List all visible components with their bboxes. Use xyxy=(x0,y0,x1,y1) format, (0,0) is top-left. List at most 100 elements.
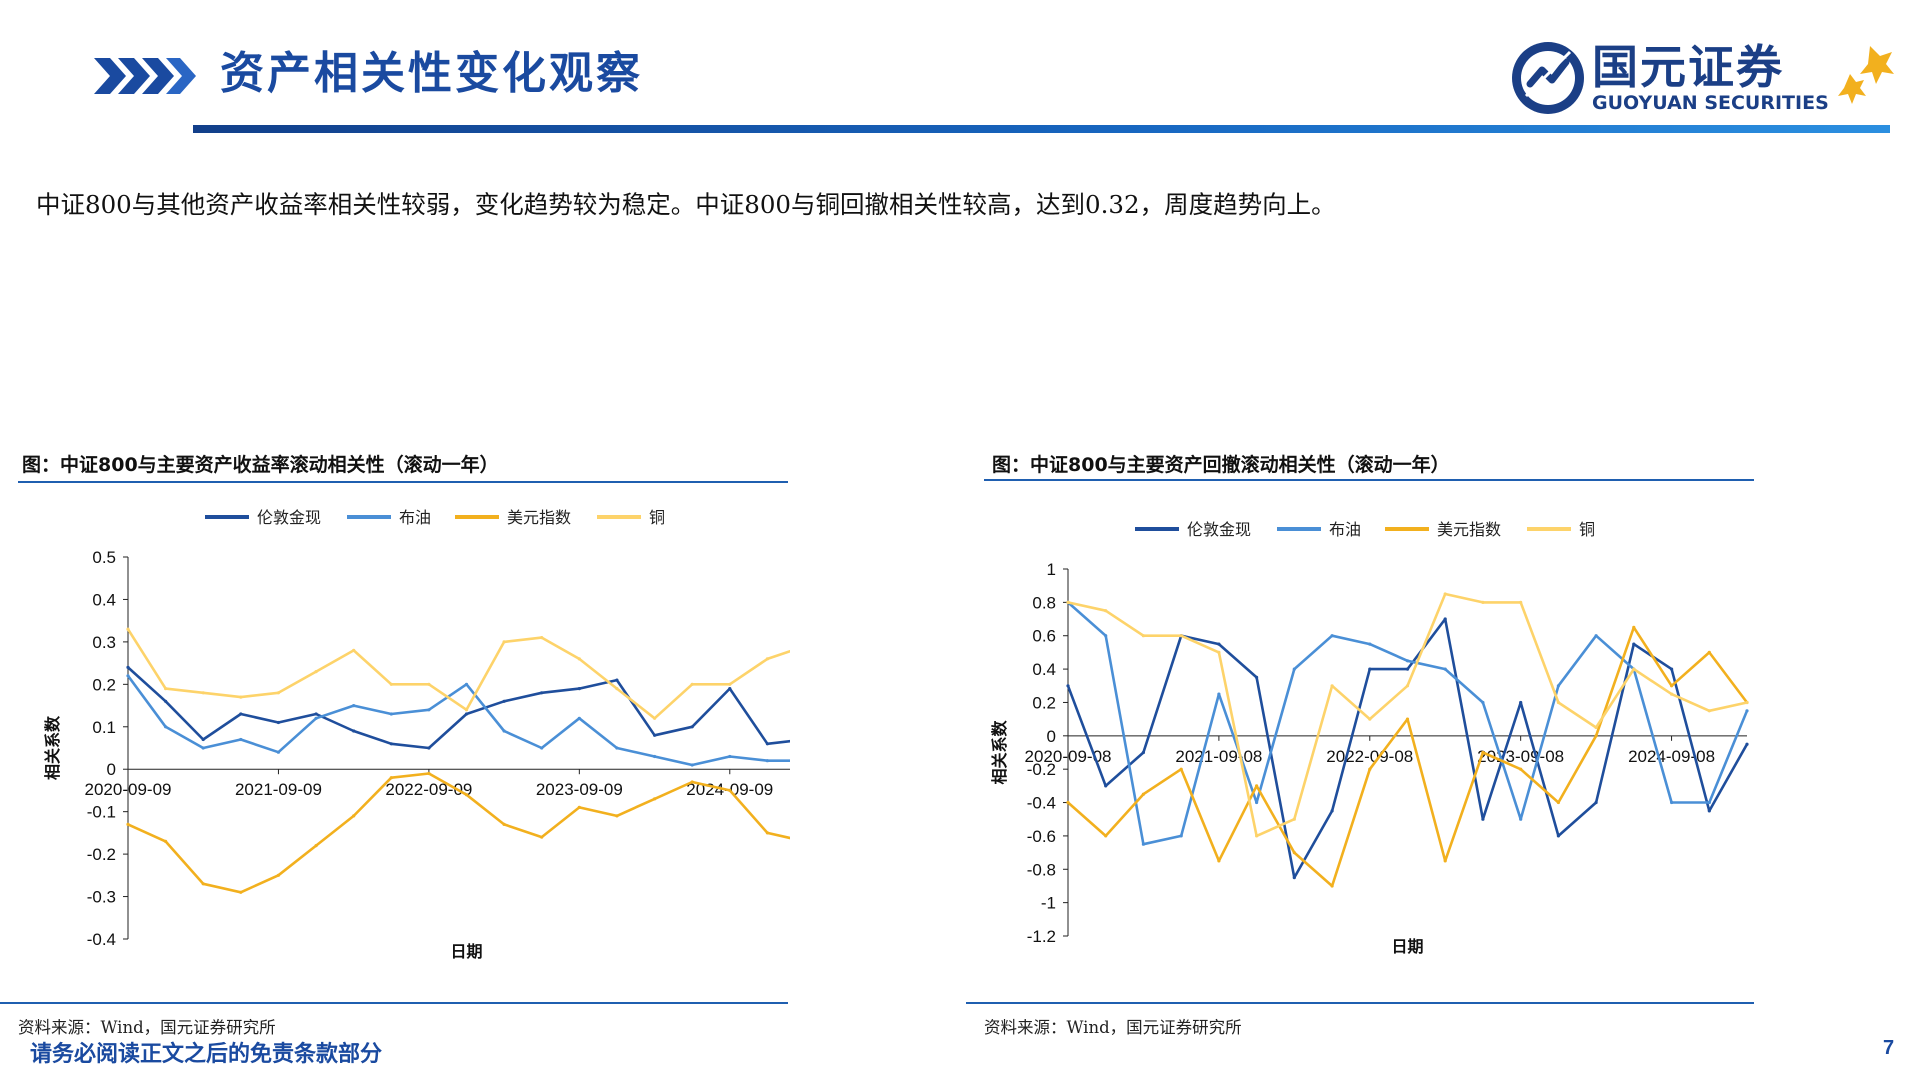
right-chart-top-rule xyxy=(984,479,1754,481)
series-point-4 xyxy=(1368,717,1372,721)
series-point-1 xyxy=(201,737,205,742)
y-tick-label: 0.2 xyxy=(1032,693,1056,712)
y-tick-label: 0.4 xyxy=(1032,660,1056,679)
series-point-4 xyxy=(427,682,431,686)
y-tick-label: -0.4 xyxy=(87,930,116,949)
series-point-1 xyxy=(540,691,544,695)
series-point-2 xyxy=(502,729,506,733)
summary-text: 中证800与其他资产收益率相关性较弱，变化趋势较为稳定。中证800与铜回撤相关性… xyxy=(36,190,1336,219)
series-point-4 xyxy=(464,708,469,712)
series-point-2 xyxy=(1104,634,1108,638)
series-point-3 xyxy=(765,831,770,835)
series-point-3 xyxy=(464,793,469,797)
right-line-chart: 伦敦金现 布油 美元指数 铜 1 0.8 0.6 0.4 0.2 0 -0.2 -0.4 -0.6 -0.… xyxy=(990,520,1749,956)
left-chart-bottom-rule xyxy=(0,1002,788,1004)
y-tick-label: 0 xyxy=(107,760,116,779)
series-line-4 xyxy=(126,627,790,720)
series-point-3 xyxy=(276,873,280,877)
series-point-2 xyxy=(464,682,469,686)
legend-label-4: 铜 xyxy=(1579,520,1595,539)
logo-english-name: GUOYUAN SECURITIES xyxy=(1592,92,1829,114)
series-point-1 xyxy=(1141,750,1145,755)
series-point-4 xyxy=(1632,667,1636,671)
series-point-4 xyxy=(352,648,356,652)
series-line-1 xyxy=(126,666,790,750)
y-axis-title: 相关系数 xyxy=(990,720,1009,785)
series-point-3 xyxy=(653,797,657,801)
x-tick-label: 2023-09-09 xyxy=(536,780,623,799)
series-point-1 xyxy=(389,742,393,746)
series-point-2 xyxy=(1443,667,1447,671)
left-chart-top-rule xyxy=(18,481,788,483)
series-point-1 xyxy=(615,678,619,682)
series-point-4 xyxy=(1179,634,1183,638)
x-tick-label: 2022-09-08 xyxy=(1326,747,1413,766)
series-point-1 xyxy=(314,712,318,716)
series-point-1 xyxy=(239,712,243,716)
y-tick-label: -0.6 xyxy=(1027,827,1056,846)
y-tick-label: 0.5 xyxy=(92,548,116,567)
y-tick-label: 0.6 xyxy=(1032,627,1056,646)
series-point-4 xyxy=(728,682,732,686)
y-tick-label: -0.8 xyxy=(1027,860,1056,879)
series-point-4 xyxy=(1217,650,1221,654)
series-point-4 xyxy=(1670,692,1674,696)
series-point-3 xyxy=(1632,625,1636,629)
series-point-2 xyxy=(653,754,657,759)
series-point-3 xyxy=(1594,734,1598,738)
left-chart-source: 资料来源：Wind，国元证券研究所 xyxy=(18,1018,276,1037)
series-point-3 xyxy=(1481,750,1485,755)
series-point-1 xyxy=(1104,784,1108,788)
series-point-2 xyxy=(314,716,318,720)
page-number: 7 xyxy=(1883,1037,1895,1059)
series-point-1 xyxy=(653,733,657,737)
series-point-2 xyxy=(728,754,732,759)
right-chart-bottom-rule xyxy=(966,1002,1754,1004)
series-point-4 xyxy=(540,636,544,640)
series-point-1 xyxy=(1594,800,1598,805)
series-point-3 xyxy=(1255,784,1259,788)
series-point-1 xyxy=(1330,809,1334,813)
series-point-3 xyxy=(577,805,581,809)
series-point-4 xyxy=(276,691,280,695)
series-point-4 xyxy=(389,682,393,686)
series-point-3 xyxy=(352,814,356,818)
series-point-2 xyxy=(1368,642,1372,646)
y-tick-label: -0.4 xyxy=(1027,794,1056,813)
series-point-1 xyxy=(126,665,130,669)
series-point-2 xyxy=(352,704,356,708)
series-point-2 xyxy=(765,759,770,763)
legend-label-1: 伦敦金现 xyxy=(1187,520,1251,539)
series-point-1 xyxy=(1707,809,1711,813)
left-chart-title: 图：中证800与主要资产收益率滚动相关性（滚动一年） xyxy=(22,454,499,476)
series-point-4 xyxy=(653,716,657,720)
series-point-1 xyxy=(502,699,506,703)
series-point-3 xyxy=(126,822,130,826)
logo-chinese-name: 国元证券 xyxy=(1592,40,1784,94)
series-point-3 xyxy=(728,788,732,792)
series-point-1 xyxy=(1066,684,1070,688)
series-point-3 xyxy=(1519,767,1523,771)
series-point-2 xyxy=(1670,800,1674,805)
series-point-3 xyxy=(1556,800,1560,805)
series-point-1 xyxy=(427,746,431,750)
series-point-3 xyxy=(201,882,205,886)
series-point-1 xyxy=(1405,667,1410,671)
header-chevrons-icon xyxy=(94,58,196,94)
y-tick-label: 0.8 xyxy=(1032,593,1056,612)
series-point-4 xyxy=(1141,634,1145,638)
series-point-2 xyxy=(1519,817,1523,821)
y-tick-label: -1.2 xyxy=(1027,927,1056,946)
series-point-4 xyxy=(201,691,205,695)
series-point-4 xyxy=(1556,700,1560,705)
series-point-3 xyxy=(1670,684,1674,688)
series-point-3 xyxy=(314,844,318,848)
x-tick-label: 2020-09-09 xyxy=(85,780,172,799)
y-tick-label: -0.2 xyxy=(87,845,116,864)
series-point-4 xyxy=(1443,592,1447,596)
series-point-1 xyxy=(577,687,581,691)
x-tick-label: 2021-09-09 xyxy=(235,780,322,799)
series-point-1 xyxy=(690,725,694,729)
series-point-4 xyxy=(1104,609,1108,613)
y-tick-label: 0.4 xyxy=(92,590,116,609)
